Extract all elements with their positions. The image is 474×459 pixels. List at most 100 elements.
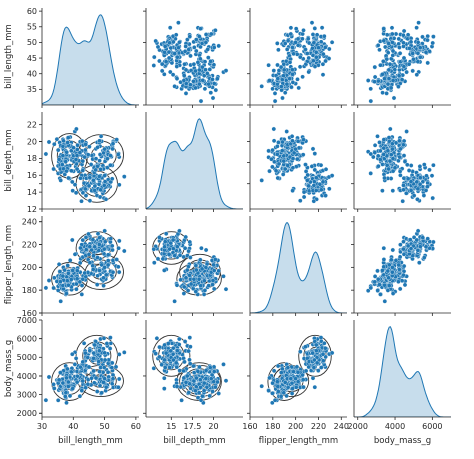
data-point (312, 64, 318, 69)
data-point (203, 40, 209, 45)
data-point (99, 390, 104, 396)
data-point (64, 149, 69, 155)
data-point (415, 40, 421, 45)
y-axis-label-bill_depth_mm: bill_depth_mm (4, 129, 14, 191)
data-point (83, 186, 88, 192)
kde-contour-2-0 (298, 334, 332, 377)
data-point (64, 291, 69, 296)
data-point (91, 178, 96, 183)
data-point (287, 60, 293, 65)
data-point (407, 46, 412, 51)
y-tick-label: 2000 (17, 409, 37, 418)
data-point (387, 61, 393, 67)
data-point (87, 244, 93, 249)
y-tick-label: 160 (22, 309, 37, 318)
data-point (91, 253, 96, 258)
data-point (96, 181, 102, 187)
data-point (266, 148, 271, 154)
data-point (211, 286, 217, 292)
data-point (396, 262, 402, 268)
data-point (86, 364, 92, 370)
data-point (116, 376, 122, 382)
data-point (365, 288, 371, 293)
data-point (102, 239, 108, 245)
data-point (108, 335, 113, 340)
data-point (381, 26, 386, 31)
data-point (311, 198, 317, 204)
data-point (390, 291, 396, 296)
data-point (314, 54, 319, 60)
data-point (309, 164, 315, 169)
data-point (197, 81, 202, 87)
data-point (195, 395, 201, 400)
data-point (267, 168, 272, 174)
panel-content (259, 126, 335, 204)
data-point (303, 162, 308, 167)
data-point (289, 134, 295, 139)
data-point (66, 271, 71, 276)
data-point (424, 173, 429, 179)
data-point (418, 244, 423, 249)
data-point (177, 40, 182, 45)
data-point (98, 134, 104, 139)
data-point (89, 375, 94, 381)
data-point (271, 368, 277, 374)
data-point (372, 64, 378, 70)
x-tick-label: 2000 (348, 422, 368, 431)
panel-bill_depth_mm-vs-flipper_length_mm (247, 112, 347, 212)
data-point (110, 258, 116, 263)
data-point (329, 173, 335, 178)
data-point (198, 26, 203, 31)
panel-bill_length_mm-vs-flipper_length_mm (247, 8, 347, 108)
data-point (187, 335, 193, 340)
y-tick-label: 240 (22, 218, 37, 227)
data-point (198, 397, 204, 403)
data-point (114, 257, 119, 262)
panel-bill_depth_mm-vs-bill_depth_mm (145, 112, 243, 212)
data-point (74, 286, 79, 292)
panel-content (354, 326, 451, 417)
data-point (402, 282, 408, 288)
data-point (329, 40, 335, 45)
data-point (181, 291, 187, 296)
data-point (185, 37, 190, 42)
data-point (269, 156, 274, 162)
data-point (298, 54, 303, 60)
data-point (166, 252, 172, 257)
data-point (207, 365, 213, 370)
data-point (311, 365, 317, 370)
data-point (397, 154, 402, 160)
data-point (58, 178, 63, 183)
data-point (405, 32, 411, 38)
data-point (155, 256, 161, 262)
data-point (276, 47, 281, 53)
data-point (66, 135, 71, 140)
data-point (295, 369, 301, 375)
data-point (422, 162, 427, 167)
data-point (78, 245, 83, 251)
data-point (290, 386, 295, 391)
data-point (316, 45, 321, 50)
data-point (198, 257, 203, 263)
data-point (210, 278, 216, 283)
data-point (90, 237, 96, 242)
data-point (157, 58, 162, 64)
data-point (401, 269, 407, 274)
data-point (98, 187, 103, 193)
data-point (73, 356, 79, 361)
data-point (211, 81, 217, 86)
data-point (295, 36, 301, 42)
data-point (389, 25, 395, 31)
data-point (425, 33, 430, 39)
data-point (401, 187, 406, 193)
data-point (196, 276, 202, 282)
data-point (93, 156, 99, 161)
data-point (312, 151, 318, 156)
data-point (401, 138, 407, 144)
data-point (191, 79, 196, 84)
data-point (300, 31, 305, 37)
data-point (188, 53, 193, 59)
data-point (318, 162, 324, 168)
data-point (284, 129, 289, 134)
data-point (275, 76, 281, 81)
